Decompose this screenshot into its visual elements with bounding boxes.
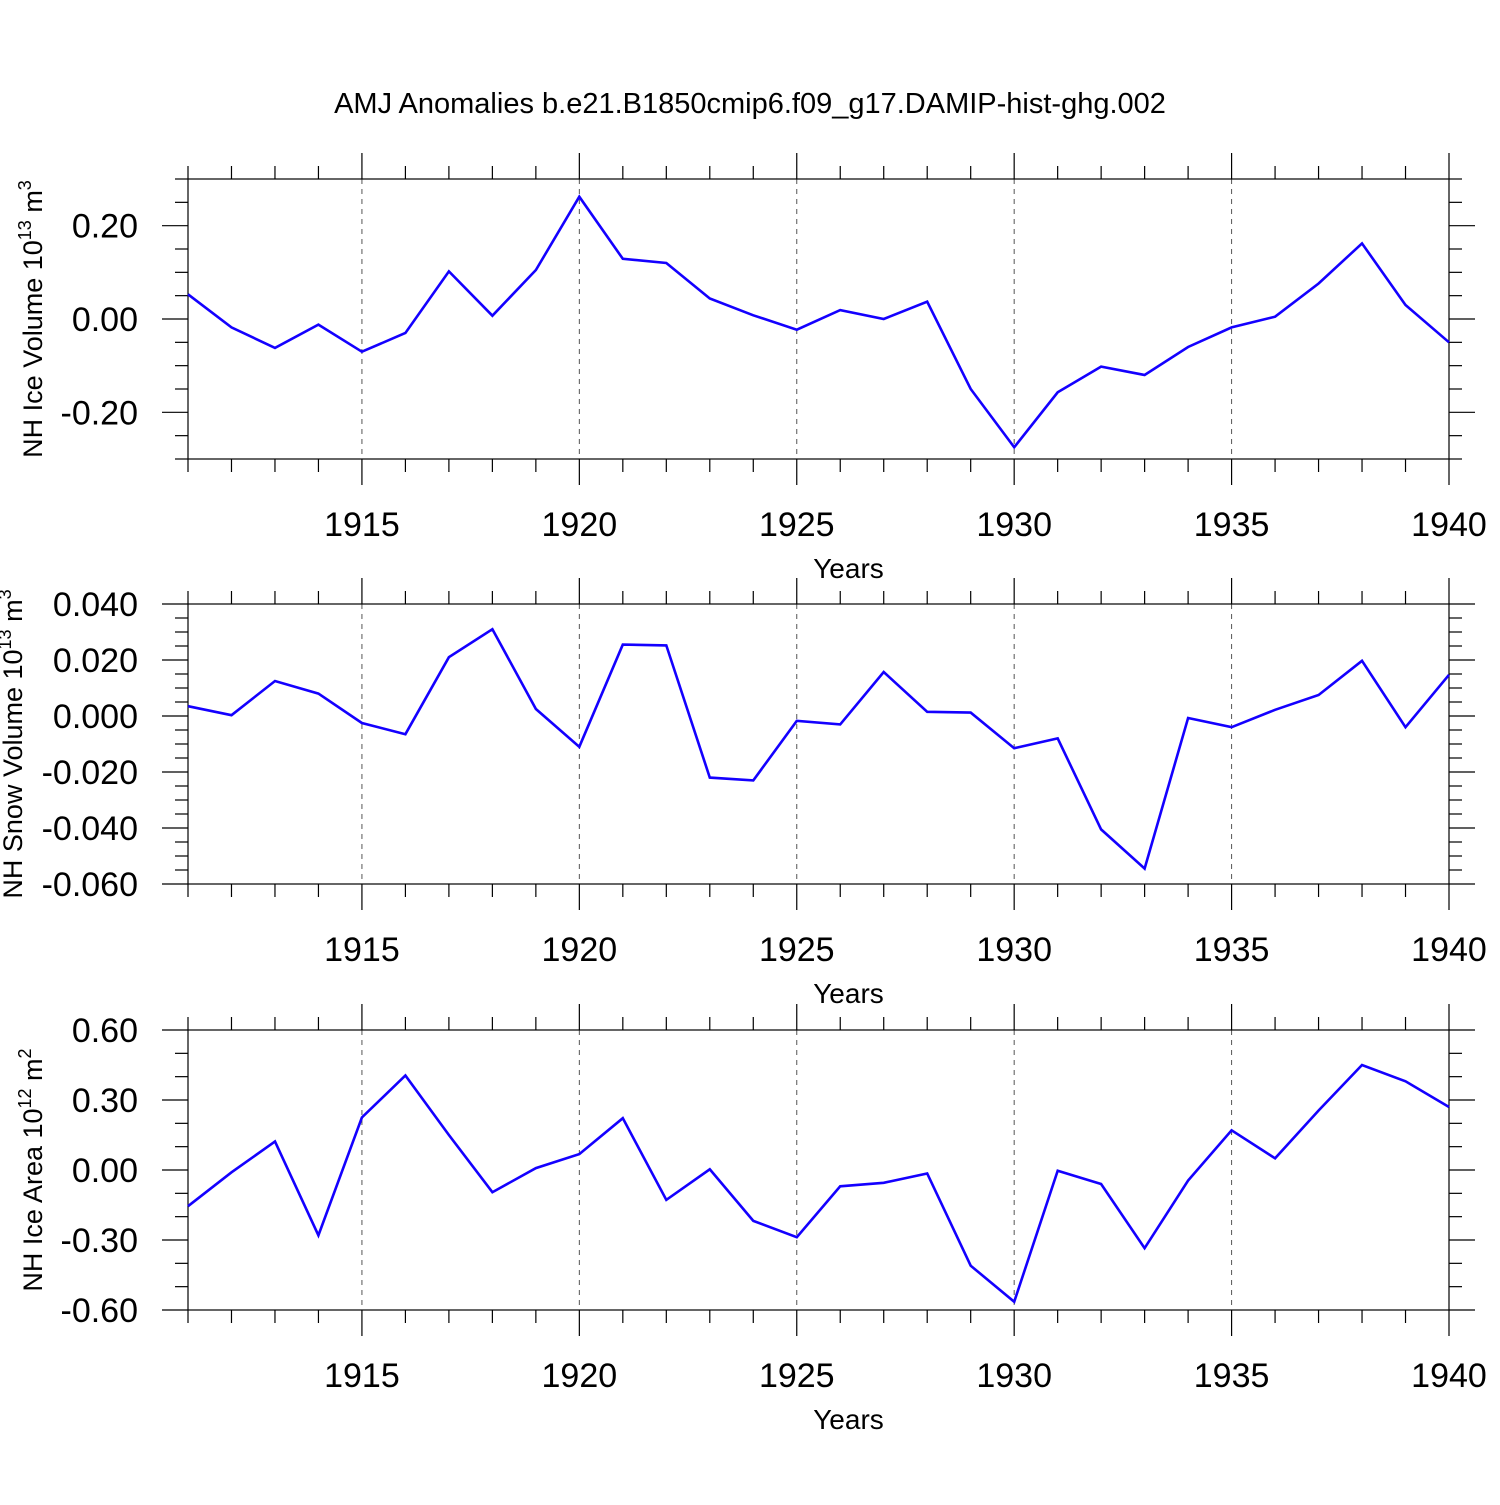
nh-snow-volume-series-line xyxy=(188,629,1449,868)
nh-ice-area-series-line xyxy=(188,1065,1449,1302)
y-axis-label-unit: m xyxy=(18,1058,48,1088)
y-axis-label: NH Ice Volume 1013 m3 xyxy=(15,180,48,458)
y-axis-label-exponent: 12 xyxy=(15,1088,35,1108)
y-tick-label: 0.000 xyxy=(53,698,138,736)
x-tick-label: 1925 xyxy=(759,931,835,969)
y-tick-label: -0.040 xyxy=(42,810,138,848)
y-tick-label: -0.30 xyxy=(61,1222,139,1260)
y-axis-label-unit: m xyxy=(18,190,48,220)
x-tick-label: 1930 xyxy=(976,506,1052,544)
y-tick-label: 0.30 xyxy=(72,1082,138,1120)
plot-frame xyxy=(188,604,1449,884)
x-tick-label: 1940 xyxy=(1411,506,1487,544)
plot-frame xyxy=(188,1030,1449,1310)
y-tick-label: 0.20 xyxy=(72,208,138,246)
y-tick-label: 0.60 xyxy=(72,1012,138,1050)
y-axis-label-main: NH Snow Volume 10 xyxy=(0,649,28,898)
y-tick-label: -0.020 xyxy=(42,754,138,792)
y-axis-label: NH Snow Volume 1013 m3 xyxy=(0,589,28,898)
y-tick-label: 0.040 xyxy=(53,586,138,624)
x-tick-label: 1930 xyxy=(976,1357,1052,1395)
x-tick-label: 1925 xyxy=(759,1357,835,1395)
y-tick-label: 0.00 xyxy=(72,301,138,339)
y-axis-label-unit: m xyxy=(0,599,28,629)
y-tick-label: -0.20 xyxy=(61,394,139,432)
nh-snow-volume-panel: 1915 1920 1925 1930 1935 1940 Years -0.060 -0.04… xyxy=(0,578,1487,1009)
x-tick-label: 1915 xyxy=(324,1357,400,1395)
nh-ice-area-panel: 1915 1920 1925 1930 1935 1940 Years -0.60 -0.30 0… xyxy=(15,1004,1487,1435)
y-tick-label: -0.060 xyxy=(42,866,138,904)
x-axis-label: Years xyxy=(813,553,884,584)
x-tick-label: 1935 xyxy=(1194,1357,1270,1395)
nh-ice-volume-series-line xyxy=(188,197,1449,448)
y-axis-label-unit-exponent: 2 xyxy=(15,1048,35,1058)
y-axis-label-main: NH Ice Area 10 xyxy=(18,1108,48,1291)
y-axis-label-unit-exponent: 3 xyxy=(15,180,35,190)
x-tick-label: 1930 xyxy=(976,931,1052,969)
x-tick-label: 1935 xyxy=(1194,931,1270,969)
x-tick-label: 1940 xyxy=(1411,1357,1487,1395)
chart-title: AMJ Anomalies b.e21.B1850cmip6.f09_g17.D… xyxy=(0,88,1500,121)
x-tick-label: 1925 xyxy=(759,506,835,544)
x-axis-label: Years xyxy=(813,978,884,1009)
nh-ice-volume-panel: 1915 1920 1925 1930 1935 1940 Years -0.20 0.00 0.… xyxy=(15,153,1487,584)
y-tick-label: 0.020 xyxy=(53,642,138,680)
y-axis-label-exponent: 13 xyxy=(0,629,15,649)
x-tick-label: 1920 xyxy=(542,1357,618,1395)
x-tick-label: 1920 xyxy=(542,506,618,544)
x-tick-label: 1935 xyxy=(1194,506,1270,544)
y-axis-label-unit-exponent: 3 xyxy=(0,589,15,599)
y-axis-label-exponent: 13 xyxy=(15,220,35,240)
x-tick-label: 1915 xyxy=(324,931,400,969)
x-axis-label: Years xyxy=(813,1404,884,1435)
x-tick-label: 1940 xyxy=(1411,931,1487,969)
y-tick-label: -0.60 xyxy=(61,1292,139,1330)
y-axis-label: NH Ice Area 1012 m2 xyxy=(15,1048,48,1291)
y-axis-label-main: NH Ice Volume 10 xyxy=(18,240,48,458)
y-tick-label: 0.00 xyxy=(72,1152,138,1190)
x-tick-label: 1920 xyxy=(542,931,618,969)
x-tick-label: 1915 xyxy=(324,506,400,544)
